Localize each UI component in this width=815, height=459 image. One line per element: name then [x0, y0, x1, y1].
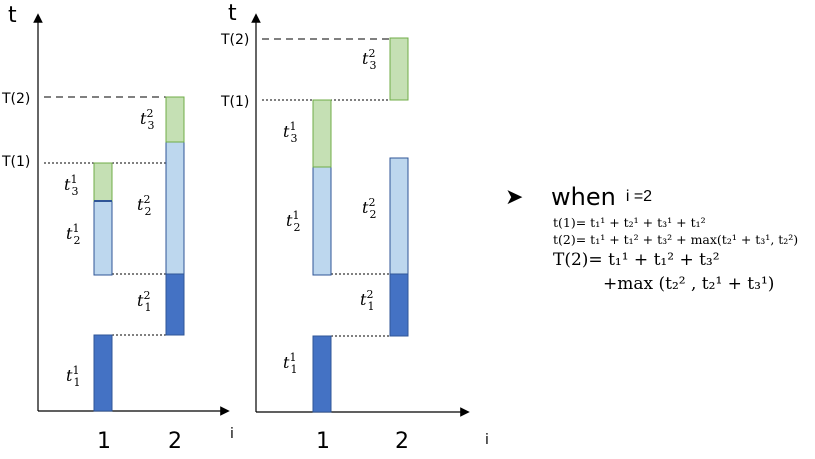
left-block-t2-2 [165, 141, 185, 275]
left-block-t2-1 [93, 200, 113, 276]
right-x-tick-2: 2 [395, 429, 409, 454]
left-block-t3-1 [93, 162, 113, 202]
left-x-axis-label: i [230, 426, 234, 442]
right-var-t3-1: t1 3 [283, 120, 297, 145]
left-block-t3-2 [165, 96, 185, 143]
left-x-tick-1: 1 [97, 429, 111, 454]
left-var-t2-1: t1 2 [66, 222, 80, 247]
right-block-t2-1 [312, 166, 332, 276]
right-x-tick-1: 1 [316, 429, 330, 454]
formula-condition: i =2 [625, 188, 653, 205]
left-level-label-T2: T(2) [1, 91, 30, 107]
left-block-t1-2 [165, 273, 185, 336]
right-block-t3-2 [389, 37, 409, 101]
right-var-t1-2: t2 1 [360, 288, 374, 313]
right-var-t2-1: t1 2 [286, 209, 300, 234]
left-y-axis-label: t [8, 3, 17, 28]
left-var-t1-1: t1 1 [66, 364, 80, 389]
formula-line-1: t(1)= t₁¹ + t₂¹ + t₃¹ + t₁² [553, 215, 706, 230]
left-diagram: t i 1 2 T(2) T(1) t1 1 t1 2 t1 3 t2 1 t2 2 t2… [1, 3, 234, 454]
left-var-t3-1: t1 3 [64, 173, 78, 198]
right-level-label-T1: T(1) [220, 94, 249, 110]
right-level-label-T2: T(2) [220, 32, 249, 48]
left-var-t1-2: t2 1 [137, 289, 151, 314]
left-var-t3-2: t2 3 [140, 107, 154, 132]
right-var-t3-2: t2 3 [362, 47, 376, 72]
right-x-axis-label: i [485, 432, 489, 448]
left-level-label-T1: T(1) [1, 154, 30, 170]
formula-line-4: +max (t₂² , t₂¹ + t₃¹) [603, 274, 775, 294]
formula-panel: ➤ when i =2 t(1)= t₁¹ + t₂¹ + t₃¹ + t₁² … [505, 180, 810, 296]
arrow-bullet-icon: ➤ [505, 184, 524, 209]
formula-line-3: T(2)= t₁¹ + t₁² + t₃² [553, 250, 720, 270]
right-block-t2-2 [389, 157, 409, 275]
left-var-t2-2: t2 2 [137, 193, 151, 218]
formula-when: when [551, 183, 616, 211]
right-diagram: t i 1 2 T(2) T(1) t1 1 t1 2 t1 3 t2 1 t2 2 t2… [220, 1, 489, 454]
right-y-axis-label: t [228, 1, 237, 26]
formula-line-2: t(2)= t₁¹ + t₁² + t₃² + max(t₂¹ + t₃¹, t… [553, 232, 799, 247]
formula-heading: ➤ when i =2 [505, 180, 810, 214]
right-var-t1-1: t1 1 [283, 351, 297, 376]
right-block-t3-1 [312, 99, 332, 168]
right-block-t1-1 [312, 335, 332, 413]
left-x-tick-2: 2 [168, 429, 182, 454]
right-block-t1-2 [389, 273, 409, 337]
right-var-t2-2: t2 2 [362, 196, 376, 221]
left-block-t1-1 [93, 334, 113, 412]
